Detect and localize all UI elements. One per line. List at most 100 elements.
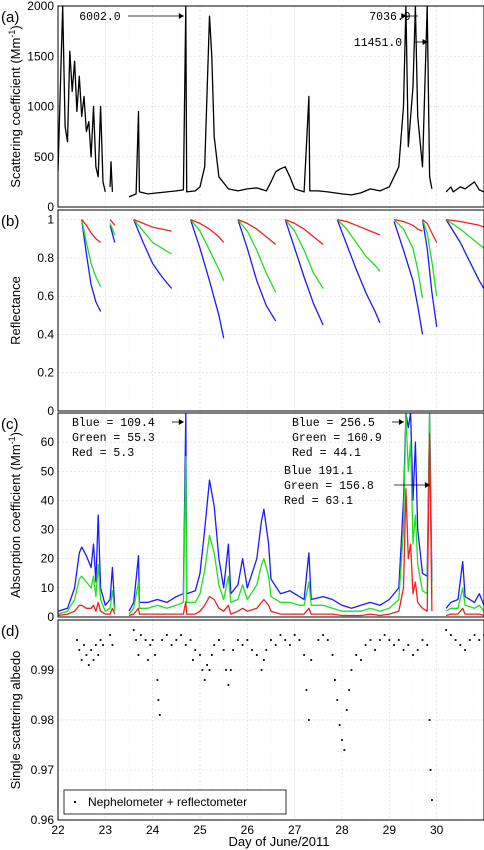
y-tick-label: 30 [41,523,55,537]
data-point [99,639,102,641]
data-point [161,639,164,641]
y-tick-label: 0.2 [37,366,54,380]
data-point [102,644,104,646]
data-point [184,644,187,646]
data-point [289,644,291,646]
series-line [128,432,433,617]
data-point [246,639,249,641]
series-line [189,219,225,339]
data-point [210,654,213,656]
data-point [449,634,452,636]
series-line [393,221,424,335]
data-point [87,664,90,666]
data-point [393,644,395,646]
data-point [429,769,432,771]
x-tick-label: 23 [99,823,113,837]
series-line [393,219,424,299]
x-tick-label: 26 [241,823,255,837]
data-point [293,634,296,636]
series-line [81,219,102,312]
annotation-line: Blue 191.1 [284,465,353,478]
data-point [206,664,208,666]
data-point [305,689,308,691]
data-point [213,644,216,646]
data-point [473,634,476,636]
data-point [194,649,197,651]
data-point [421,639,424,641]
y-axis-label-sup: -1 [7,30,17,38]
data-point [331,654,334,656]
y-tick-label: 20 [41,552,55,566]
series-line [445,181,484,193]
y-axis-label-end: ) [8,25,23,29]
annotation-line: Red = 5.3 [72,447,134,460]
series-0 [58,6,484,198]
data-point [170,644,173,646]
data-point [416,649,419,651]
series-line [128,6,433,198]
data-point [374,649,377,651]
y-tick-label: 2000 [27,0,54,13]
series-line [421,219,438,297]
data-point [388,639,391,641]
data-point [326,639,329,641]
series-line [237,219,277,322]
series-0 [81,219,484,339]
annotation-arrow-head [178,419,184,425]
series-line [446,218,484,228]
plot-frame [57,5,484,208]
y-tick-label: 1500 [27,49,54,63]
x-tick-label: 29 [383,823,397,837]
annotation-arrow-head [422,39,428,45]
data-point [208,669,211,671]
annotation-arrow-head [398,419,404,425]
annotation-line: Red = 63.1 [284,495,353,508]
data-point [111,644,114,646]
data-point [338,724,341,726]
data-point [144,639,147,641]
y-tick-label: 50 [41,464,55,478]
data-point [80,659,83,661]
x-tick-label: 24 [146,823,160,837]
y-tick-label: 0.98 [31,713,55,727]
x-tick-label: 28 [335,823,349,837]
data-point [322,634,324,636]
data-point [157,699,160,701]
annotation-line: Green = 55.3 [72,432,155,445]
data-point [232,649,235,651]
data-point [180,634,182,636]
data-point [78,649,81,651]
data-point [360,659,362,661]
y-tick-label: 0 [47,200,54,214]
data-point [218,639,220,641]
series-line [81,219,102,287]
data-point [348,689,350,691]
data-point [279,634,282,636]
panel-a: 0 500 1000 1500 2000 (a)Scattering coefficien… [1,0,484,214]
data-point [135,639,137,641]
data-point [229,669,232,671]
series-line [81,219,102,244]
data-point [431,799,433,801]
data-point [151,639,154,641]
panel-label: (c) [1,416,19,433]
series-line [337,218,381,236]
data-point [222,649,225,651]
x-tick-label: 30 [430,823,444,837]
panel-label: (b) [1,213,19,230]
data-point [203,679,206,681]
data-point [263,659,265,661]
data-point [343,749,346,751]
plot-frame [57,209,484,412]
series-line [445,219,484,289]
data-point [454,639,457,641]
y-tick-label: 1000 [27,100,54,114]
y-tick-label: 0.8 [37,251,54,265]
series-line [190,218,225,243]
annotation-line: Red = 44.1 [292,447,361,460]
series-line [421,219,438,327]
value-annotation: 7036.9 [369,11,411,24]
data-point [383,634,386,636]
data-point [158,714,161,716]
